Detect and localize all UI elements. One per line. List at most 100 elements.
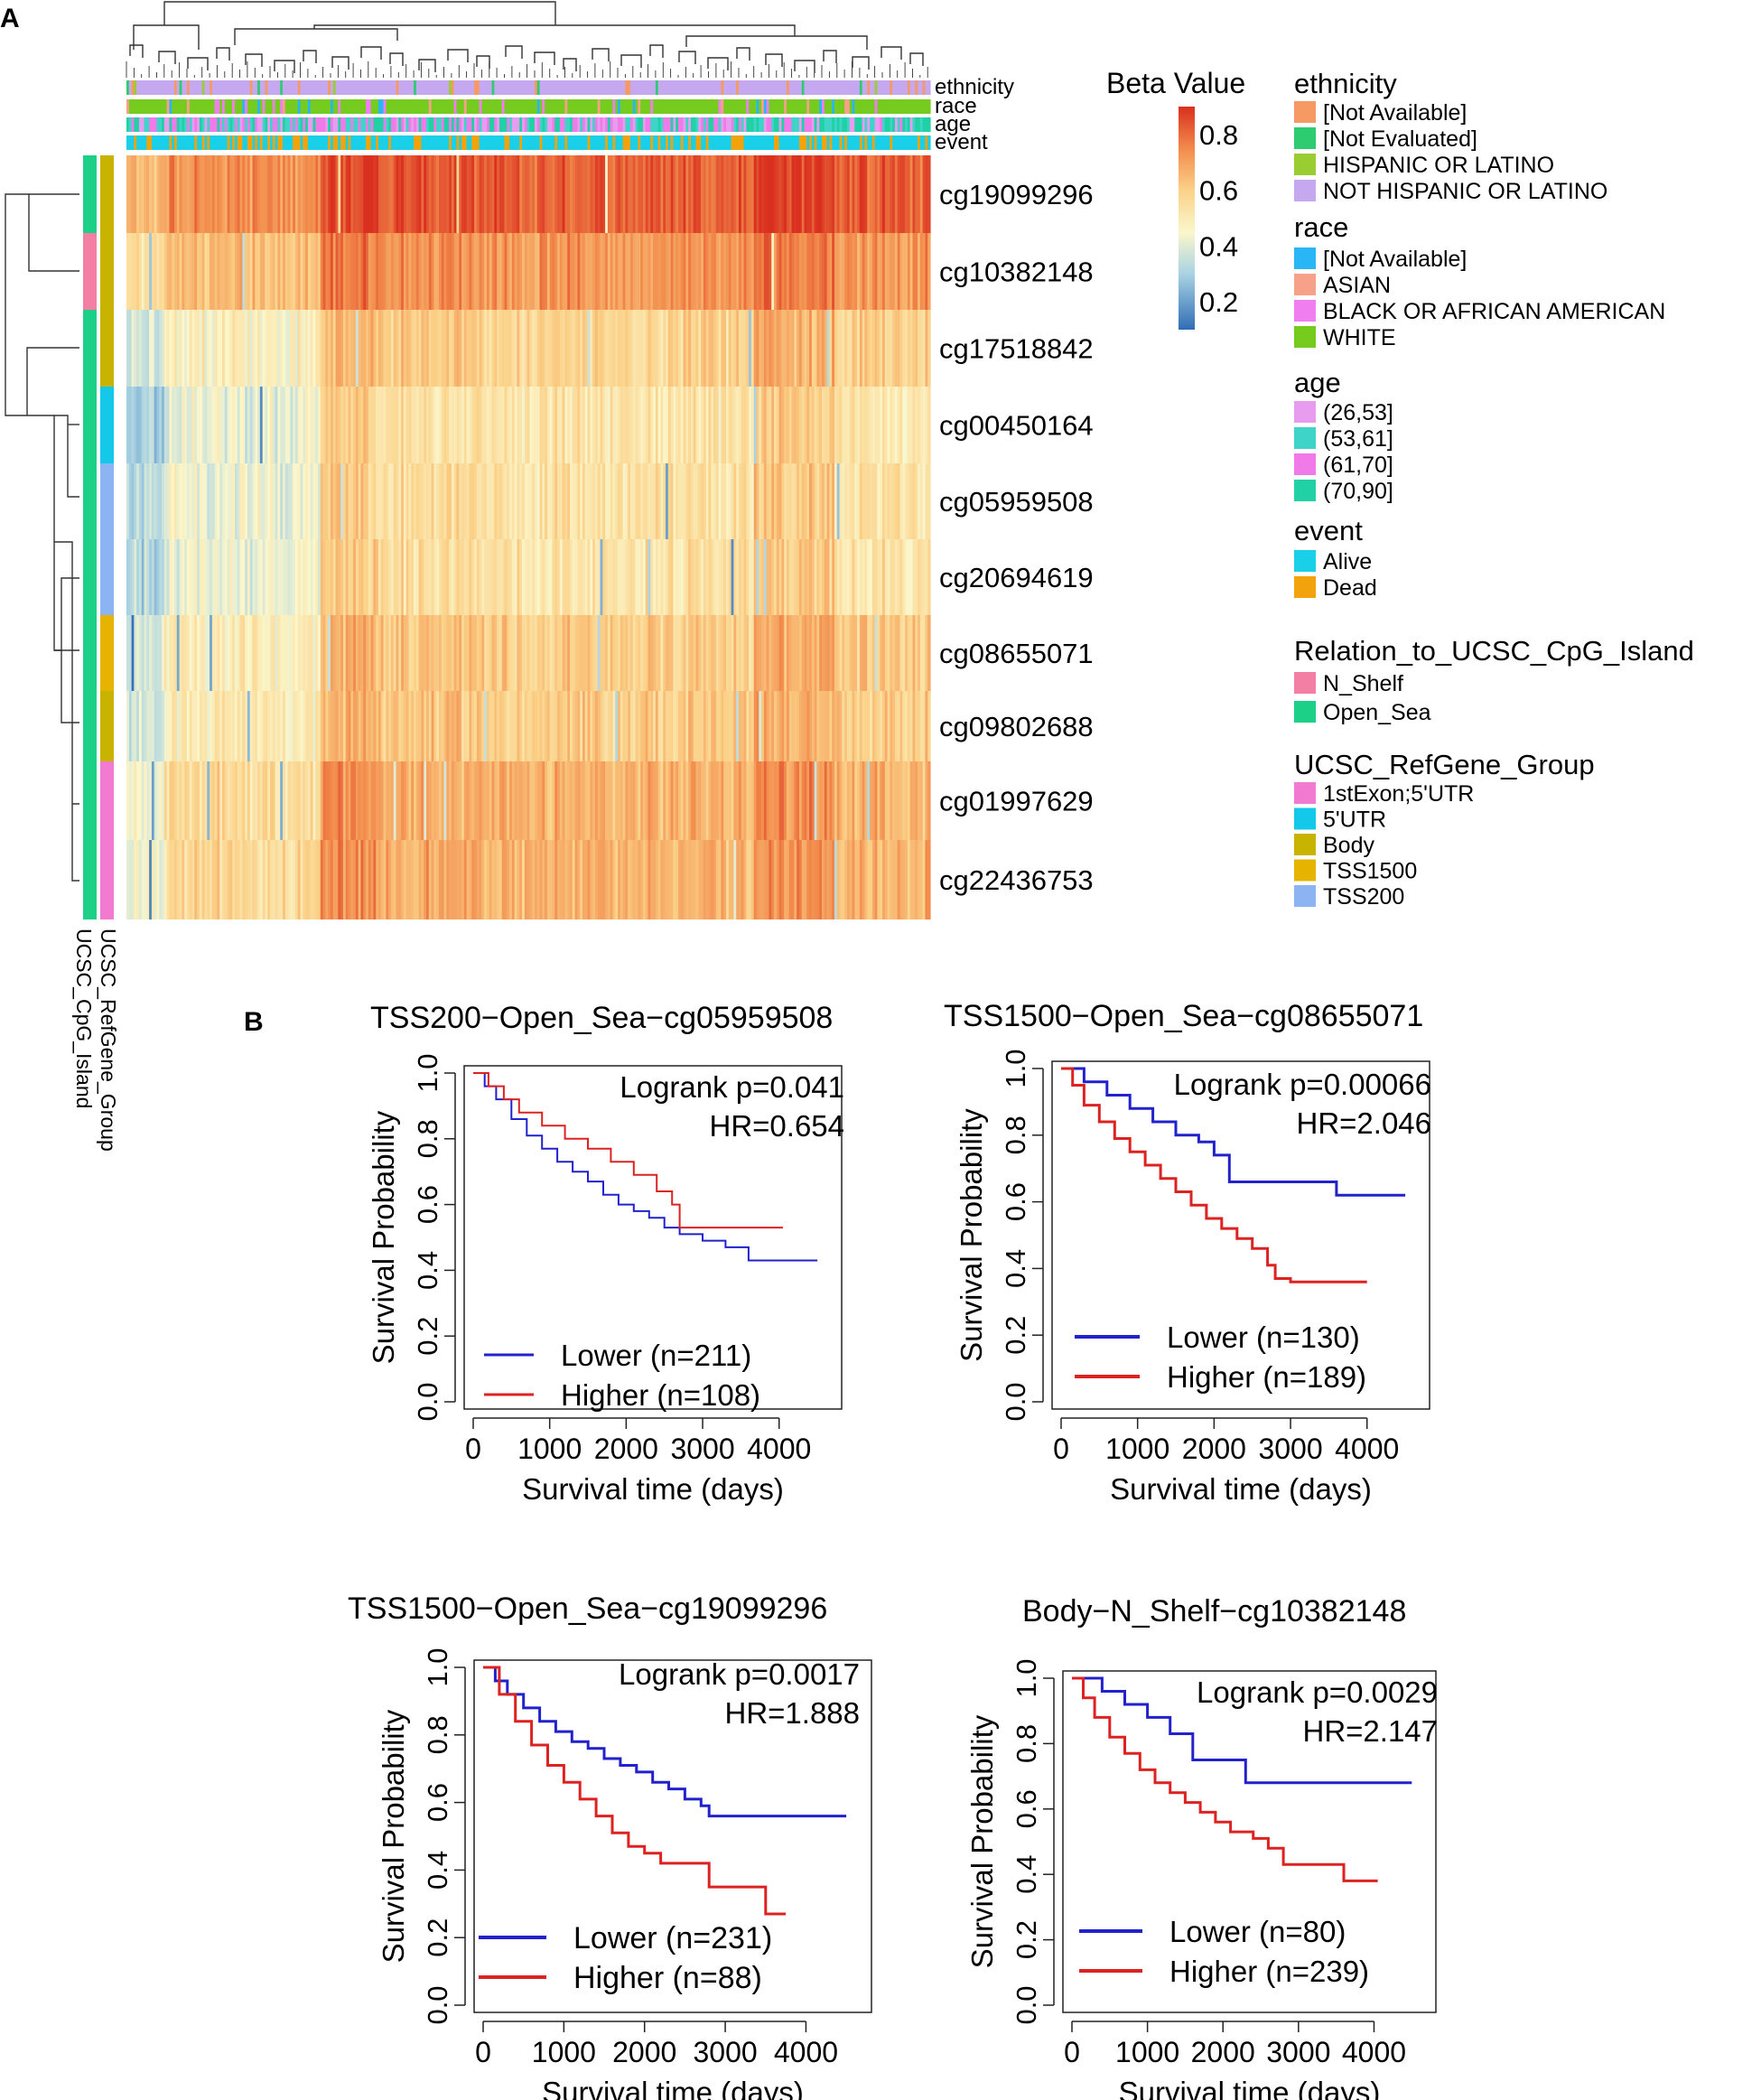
heatmap-cell <box>919 463 924 539</box>
heatmap-cell <box>804 310 807 387</box>
heatmap-cell <box>771 840 775 919</box>
heatmap-cell <box>635 155 638 233</box>
heatmap-cell <box>605 463 609 539</box>
probe-label: cg19099296 <box>939 179 1094 210</box>
heatmap-cell <box>756 233 759 310</box>
heatmap-cell <box>574 155 578 233</box>
heatmap-cell <box>224 387 228 463</box>
heatmap-cell <box>360 155 364 233</box>
heatmap-cell <box>618 615 621 691</box>
heatmap-cell <box>666 310 669 387</box>
heatmap-cell <box>839 387 843 463</box>
heatmap-cell <box>638 155 641 233</box>
annotation-cell <box>580 117 583 132</box>
heatmap-cell <box>328 233 331 310</box>
heatmap-cell <box>859 463 863 539</box>
heatmap-cell <box>191 761 195 840</box>
heatmap-cell <box>179 233 182 310</box>
heatmap-cell <box>912 387 916 463</box>
heatmap-cell <box>685 691 689 761</box>
heatmap-cell <box>811 463 815 539</box>
heatmap-cell <box>554 387 558 463</box>
heatmap-cell <box>622 310 627 387</box>
heatmap-cell <box>741 539 745 615</box>
heatmap-cell <box>270 761 274 840</box>
annotation-cell <box>562 135 566 150</box>
heatmap-cell <box>270 539 274 615</box>
annotation-cell <box>461 99 465 114</box>
annotation-cell <box>723 117 727 132</box>
heatmap-cell <box>862 155 866 233</box>
annotation-cell <box>688 135 692 150</box>
heatmap-cell <box>711 463 714 539</box>
heatmap-cell <box>797 761 800 840</box>
heatmap-cell <box>340 761 344 840</box>
heatmap-cell <box>126 233 130 310</box>
heatmap-cell <box>141 387 145 463</box>
heatmap-cell <box>466 233 471 310</box>
annotation-cell <box>774 135 778 150</box>
heatmap-cell <box>600 463 603 539</box>
heatmap-cell <box>552 840 555 919</box>
heatmap-cell <box>368 387 372 463</box>
heatmap-cell <box>149 463 153 539</box>
heatmap-cell <box>459 761 462 840</box>
heatmap-cell <box>338 310 341 387</box>
annotation-cell <box>443 117 447 132</box>
annotation-cell <box>844 117 848 132</box>
heatmap-cell <box>376 233 379 310</box>
annotation-cell <box>191 99 195 114</box>
heatmap-cell <box>666 463 669 539</box>
heatmap-cell <box>618 310 621 387</box>
heatmap-cell <box>219 310 223 387</box>
heatmap-cell <box>494 387 498 463</box>
annotation-cell <box>484 99 488 114</box>
annotation-cell <box>680 117 685 132</box>
heatmap-cell <box>711 155 714 233</box>
heatmap-cell <box>567 155 571 233</box>
refgene-group-cell <box>100 539 114 615</box>
heatmap-cell <box>517 691 520 761</box>
heatmap-cell <box>184 840 188 919</box>
annotation-cell <box>766 135 770 150</box>
heatmap-cell <box>358 155 362 233</box>
annotation-cell <box>265 99 268 114</box>
heatmap-cell <box>373 463 377 539</box>
annotation-cell <box>536 99 541 114</box>
heatmap-cell <box>441 310 445 387</box>
heatmap-cell <box>877 761 880 840</box>
annotation-cell <box>459 117 462 132</box>
annotation-cell <box>607 135 611 150</box>
heatmap-cell <box>476 840 480 919</box>
heatmap-cell <box>715 233 720 310</box>
heatmap-cell <box>287 615 291 691</box>
annotation-cell <box>743 117 747 132</box>
annotation-cell <box>186 117 191 132</box>
heatmap-cell <box>798 539 803 615</box>
heatmap-cell <box>864 233 868 310</box>
heatmap-cell <box>353 233 357 310</box>
heatmap-cell <box>574 615 578 691</box>
heatmap-cell <box>405 615 410 691</box>
annotation-cell <box>713 117 717 132</box>
heatmap-cell <box>857 840 861 919</box>
heatmap-cell <box>784 761 787 840</box>
heatmap-cell <box>415 761 420 840</box>
heatmap-cell <box>743 233 747 310</box>
heatmap-cell <box>144 155 147 233</box>
heatmap-cell <box>844 539 848 615</box>
heatmap-cell <box>769 840 772 919</box>
annotation-cell <box>259 99 264 114</box>
heatmap-cell <box>718 761 722 840</box>
heatmap-cell <box>610 761 614 840</box>
heatmap-cell <box>345 761 349 840</box>
heatmap-cell <box>826 310 830 387</box>
heatmap-cell <box>474 233 478 310</box>
heatmap-cell <box>287 155 291 233</box>
heatmap-cell <box>781 387 785 463</box>
y-axis <box>444 1072 456 1403</box>
heatmap-cell <box>711 691 714 761</box>
annotation-cell <box>919 80 924 95</box>
heatmap-cell <box>252 761 256 840</box>
annotation-cell <box>788 117 793 132</box>
